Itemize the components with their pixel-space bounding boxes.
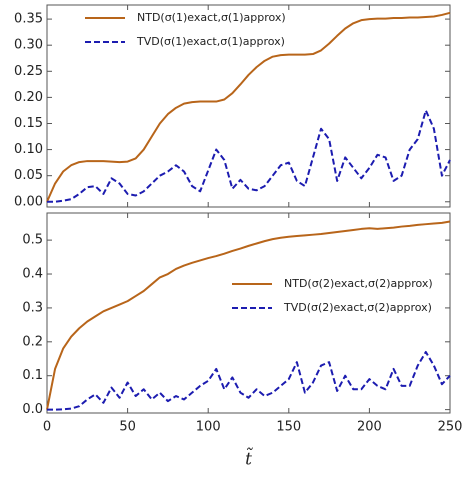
legend-label: NTD(σ(2)exact,σ(2)approx) bbox=[284, 277, 433, 290]
x-tick-label: 200 bbox=[357, 420, 382, 435]
y-tick-label: 0.30 bbox=[14, 38, 43, 53]
y-tick-label: 0.35 bbox=[14, 12, 43, 27]
line-series bbox=[46, 220, 451, 410]
y-tick-label: 0.4 bbox=[22, 267, 43, 282]
x-tick-label: 50 bbox=[119, 420, 136, 435]
line-series bbox=[46, 11, 451, 203]
y-tick-label: 0.05 bbox=[14, 168, 43, 183]
y-tick-label: 0.2 bbox=[22, 334, 43, 349]
line-series bbox=[47, 109, 451, 203]
y-tick-label: 0.1 bbox=[22, 368, 43, 383]
x-axis-label: t̃ bbox=[245, 448, 253, 470]
line-series bbox=[47, 350, 451, 411]
legend-label: NTD(σ(1)exact,σ(1)approx) bbox=[137, 11, 286, 24]
y-tick-label: 0.0 bbox=[22, 402, 43, 417]
y-tick-label: 0.5 bbox=[22, 233, 43, 248]
y-tick-label: 0.15 bbox=[14, 116, 43, 131]
x-tick-label: 150 bbox=[276, 420, 301, 435]
y-tick-label: 0.25 bbox=[14, 64, 43, 79]
y-tick-label: 0.00 bbox=[14, 194, 43, 209]
y-tick-label: 0.10 bbox=[14, 142, 43, 157]
x-tick-label: 100 bbox=[196, 420, 221, 435]
y-tick-label: 0.20 bbox=[14, 90, 43, 105]
x-tick-label: 250 bbox=[438, 420, 463, 435]
plot-frame bbox=[46, 4, 451, 208]
y-tick-label: 0.3 bbox=[22, 300, 43, 315]
legend-label: TVD(σ(2)exact,σ(2)approx) bbox=[283, 301, 432, 314]
legend-label: TVD(σ(1)exact,σ(1)approx) bbox=[136, 35, 285, 48]
plot-frame bbox=[46, 212, 451, 414]
x-tick-label: 0 bbox=[43, 420, 51, 435]
